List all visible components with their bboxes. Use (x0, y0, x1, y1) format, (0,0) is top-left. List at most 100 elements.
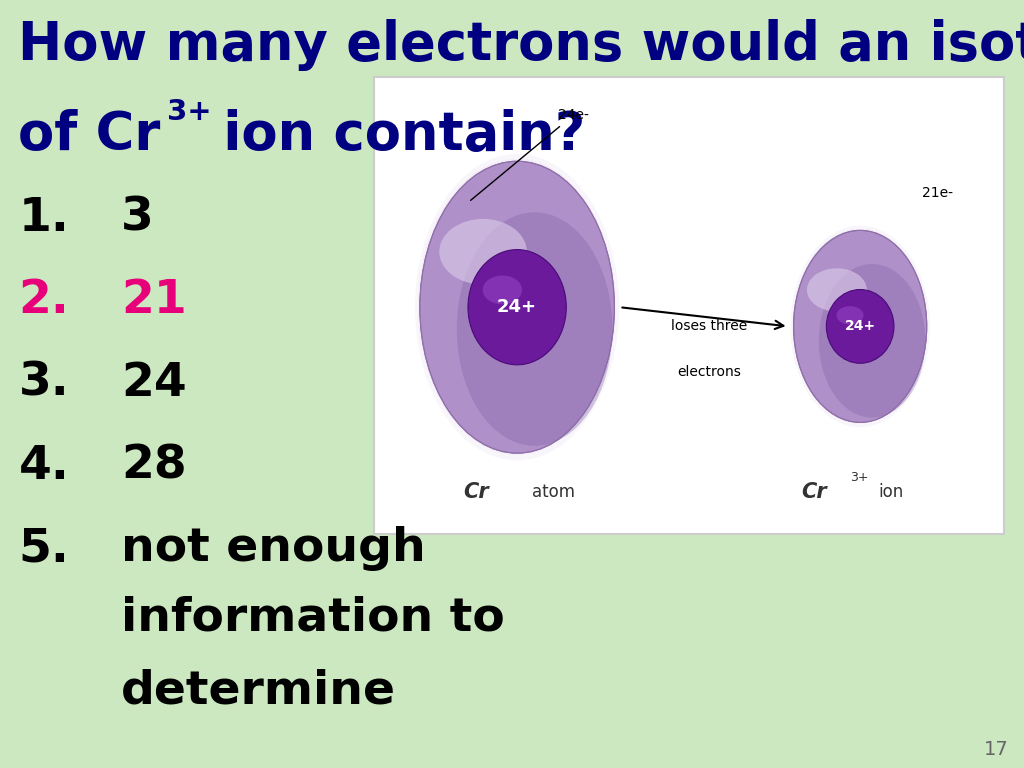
Bar (374, 77, 1004, 534)
Ellipse shape (482, 276, 522, 304)
Ellipse shape (807, 250, 909, 399)
Text: 24+: 24+ (845, 319, 876, 333)
Text: 3: 3 (121, 196, 154, 241)
Ellipse shape (827, 282, 884, 362)
Ellipse shape (825, 278, 886, 366)
Ellipse shape (481, 258, 536, 339)
Text: loses three: loses three (671, 319, 748, 333)
Ellipse shape (813, 260, 901, 387)
Ellipse shape (457, 220, 566, 383)
Ellipse shape (791, 226, 930, 427)
Ellipse shape (842, 303, 865, 337)
Ellipse shape (819, 269, 894, 376)
Ellipse shape (452, 210, 573, 395)
Ellipse shape (497, 281, 517, 312)
Ellipse shape (427, 173, 604, 439)
Ellipse shape (821, 272, 891, 373)
Text: 4.: 4. (18, 444, 70, 489)
Ellipse shape (449, 206, 578, 400)
Ellipse shape (846, 310, 860, 329)
Text: 3.: 3. (18, 361, 70, 406)
Ellipse shape (463, 230, 558, 372)
Ellipse shape (503, 291, 509, 301)
Ellipse shape (805, 247, 912, 402)
Ellipse shape (424, 168, 608, 444)
Text: 24+: 24+ (497, 298, 538, 316)
Text: 21e-: 21e- (922, 186, 952, 200)
Ellipse shape (439, 219, 526, 285)
Ellipse shape (420, 161, 614, 453)
Text: information to: information to (121, 595, 505, 641)
Ellipse shape (803, 244, 914, 406)
Ellipse shape (455, 215, 570, 389)
Text: determine: determine (121, 668, 396, 713)
Ellipse shape (418, 159, 615, 455)
Ellipse shape (439, 192, 589, 416)
Text: 1.: 1. (18, 196, 70, 241)
Ellipse shape (430, 177, 600, 433)
Ellipse shape (466, 234, 555, 367)
Ellipse shape (484, 263, 532, 334)
Text: 17: 17 (984, 740, 1009, 759)
Ellipse shape (478, 253, 540, 345)
Text: atom: atom (532, 482, 575, 501)
Text: 5.: 5. (18, 526, 70, 571)
Text: not enough: not enough (121, 526, 426, 571)
Ellipse shape (809, 253, 906, 395)
Ellipse shape (836, 294, 872, 348)
Ellipse shape (500, 286, 513, 306)
Ellipse shape (487, 267, 528, 329)
Ellipse shape (850, 316, 855, 323)
Ellipse shape (811, 257, 904, 391)
Ellipse shape (829, 285, 881, 359)
Text: How many electrons would an isotope: How many electrons would an isotope (18, 19, 1024, 71)
Ellipse shape (817, 266, 896, 380)
Text: Cr: Cr (463, 482, 489, 502)
FancyArrowPatch shape (623, 307, 783, 329)
Ellipse shape (837, 306, 863, 325)
Ellipse shape (848, 313, 857, 326)
Ellipse shape (815, 263, 899, 384)
Ellipse shape (442, 197, 585, 411)
Ellipse shape (445, 201, 582, 406)
Text: 3+: 3+ (167, 98, 212, 126)
Ellipse shape (834, 291, 876, 351)
Ellipse shape (468, 250, 566, 365)
Text: of Cr: of Cr (18, 109, 161, 161)
Ellipse shape (494, 276, 520, 317)
Ellipse shape (838, 297, 870, 344)
Ellipse shape (472, 243, 547, 356)
Ellipse shape (795, 232, 925, 420)
Text: Cr: Cr (801, 482, 827, 502)
Ellipse shape (457, 212, 612, 445)
Ellipse shape (831, 288, 879, 355)
Ellipse shape (490, 272, 524, 323)
Ellipse shape (797, 235, 923, 416)
Ellipse shape (840, 300, 867, 340)
Text: 21: 21 (121, 278, 186, 323)
Ellipse shape (433, 182, 597, 428)
Text: 24e-: 24e- (471, 108, 589, 200)
Ellipse shape (807, 268, 866, 312)
Ellipse shape (799, 238, 920, 412)
Ellipse shape (823, 275, 889, 369)
Text: 2.: 2. (18, 278, 70, 323)
Ellipse shape (460, 225, 562, 378)
Text: electrons: electrons (677, 365, 741, 379)
Text: ion: ion (879, 482, 904, 501)
Ellipse shape (794, 230, 927, 422)
Text: 24: 24 (121, 361, 186, 406)
Ellipse shape (415, 154, 620, 461)
Ellipse shape (436, 187, 593, 422)
Ellipse shape (826, 290, 894, 363)
Ellipse shape (844, 306, 862, 333)
Text: 3+: 3+ (850, 472, 868, 484)
Ellipse shape (469, 239, 551, 362)
Ellipse shape (801, 241, 918, 409)
Text: ion contain?: ion contain? (205, 109, 585, 161)
Ellipse shape (475, 248, 544, 350)
Ellipse shape (421, 164, 611, 449)
Ellipse shape (819, 264, 926, 418)
Text: 28: 28 (121, 444, 186, 489)
Ellipse shape (793, 229, 928, 424)
